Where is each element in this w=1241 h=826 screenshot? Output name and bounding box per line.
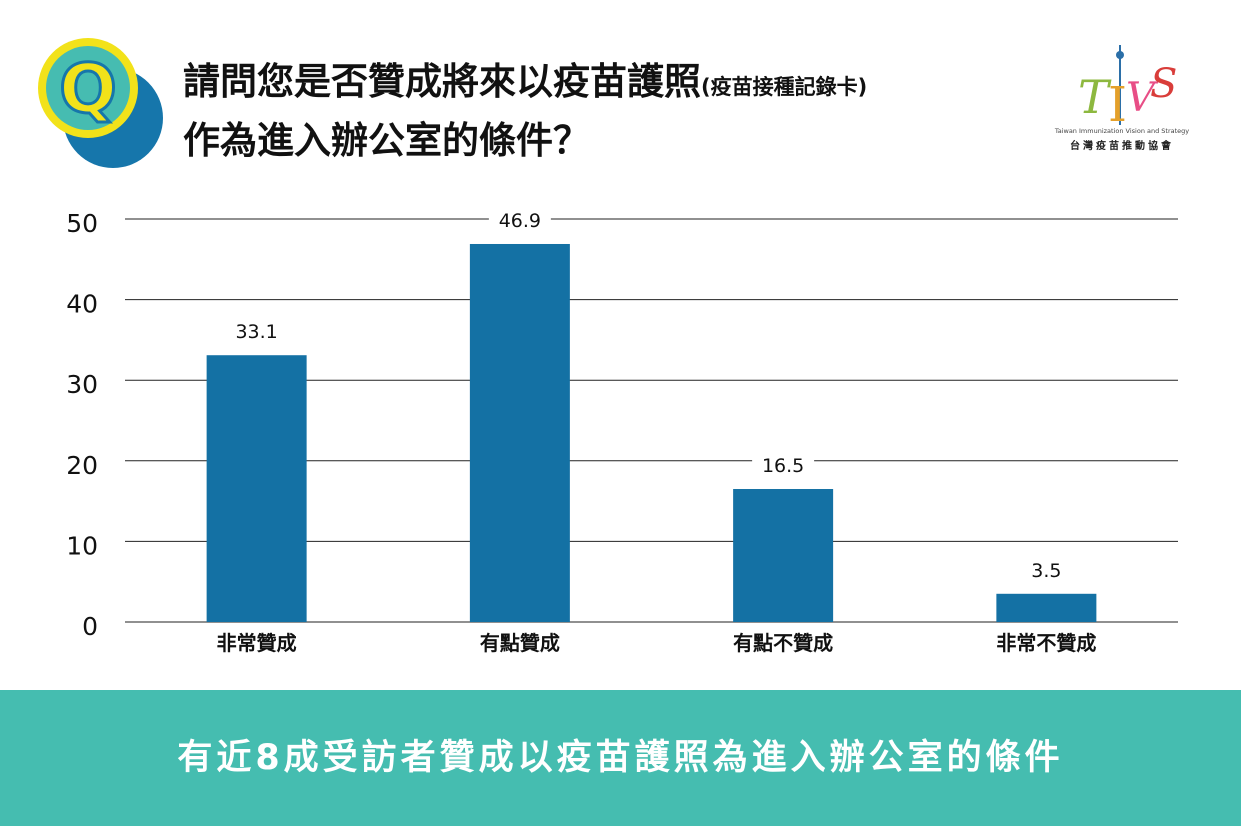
data-label-bg [752, 451, 815, 478]
bar [996, 593, 1097, 622]
bar [733, 489, 834, 622]
header: Q 請問您是否贊成將來以疫苗護照(疫苗接種記錄卡) 作為進入辦公室的條件？ T … [0, 0, 1241, 190]
x-category-label: 有點不贊成 [733, 631, 833, 655]
data-label-bg [488, 205, 551, 232]
title-sub: (疫苗接種記錄卡) [701, 75, 868, 99]
data-label-bg [225, 317, 288, 344]
data-label-bg [1015, 555, 1078, 582]
logo-letter-t: T [1078, 70, 1112, 124]
q-badge-icon: Q [38, 38, 163, 168]
tivs-logo: T I V S [1078, 45, 1177, 133]
x-category-label: 非常不贊成 [996, 631, 1096, 655]
badge-letter: Q [59, 50, 117, 129]
x-category-label: 有點贊成 [480, 631, 560, 655]
logo-letter-i: I [1108, 77, 1127, 133]
data-label: 16.5 [762, 455, 804, 477]
page-title: 請問您是否贊成將來以疫苗護照(疫苗接種記錄卡) 作為進入辦公室的條件？ [183, 55, 1043, 168]
title-line-2: 作為進入辦公室的條件？ [183, 119, 590, 162]
title-main: 請問您是否贊成將來以疫苗護照 [183, 60, 701, 103]
title-line-1: 請問您是否贊成將來以疫苗護照(疫苗接種記錄卡) [183, 55, 1043, 114]
bar [206, 355, 307, 622]
y-tick-label: 20 [66, 451, 98, 480]
y-tick-label: 40 [66, 290, 98, 319]
logo-letter-v: V [1126, 75, 1159, 121]
logo-letter-s: S [1150, 61, 1177, 107]
y-tick-label: 0 [82, 612, 98, 641]
bar-chart: 0 10 20 30 40 50 33.1 非常贊成 46.9 有點贊成 16.5 有點不贊成 3.5 非… [66, 205, 1178, 655]
y-tick-label: 30 [66, 370, 98, 399]
y-tick-label: 50 [66, 209, 98, 238]
data-label: 46.9 [499, 210, 541, 232]
logo-name-zh: 台灣疫苗推動協會 [1070, 141, 1174, 152]
bar [469, 243, 570, 622]
footer-banner: 有近8成受訪者贊成以疫苗護照為進入辦公室的條件 [0, 690, 1241, 826]
data-label: 3.5 [1031, 560, 1061, 582]
x-category-label: 非常贊成 [217, 631, 297, 655]
y-tick-label: 10 [66, 531, 98, 560]
footer-conclusion: 有近8成受訪者贊成以疫苗護照為進入辦公室的條件 [177, 738, 1064, 778]
logo-name-en: Taiwan Immunization Vision and Strategy [1054, 127, 1190, 135]
data-label: 33.1 [235, 321, 277, 343]
